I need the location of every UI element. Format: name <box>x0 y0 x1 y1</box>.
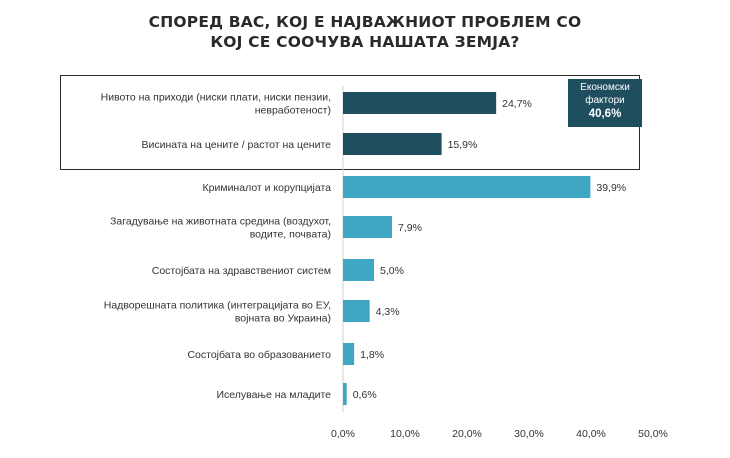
bar-8 <box>343 383 347 405</box>
data-label-1: 24,7% <box>502 98 532 110</box>
category-label-7: Состојбата во образованието <box>187 349 331 361</box>
callout-value: 40,6% <box>588 108 622 120</box>
economic-factors-callout: Економски фактори 40,6% <box>568 79 642 127</box>
bar-4 <box>343 216 392 238</box>
x-tick-label-4: 30,0% <box>514 428 544 440</box>
category-label-4-line-1: Загадување на животната средина (воздухо… <box>110 216 331 228</box>
x-tick-label-1: 0,0% <box>331 428 355 440</box>
data-label-3: 39,9% <box>596 182 626 194</box>
category-label-3: Криминалот и корупцијата <box>203 182 332 194</box>
category-label-8: Иселување на младите <box>216 389 331 401</box>
bar-2 <box>343 133 442 155</box>
bar-1 <box>343 92 497 114</box>
callout-label-line-1: Економски <box>580 82 630 93</box>
data-label-5: 5,0% <box>380 265 404 277</box>
bar-6 <box>343 300 370 322</box>
callout-label-line-2: фактори <box>585 94 625 106</box>
data-label-2: 15,9% <box>448 139 478 151</box>
x-tick-label-5: 40,0% <box>576 428 606 440</box>
bar-5 <box>343 259 374 281</box>
chart-title-line-1: СПОРЕД ВАС, КОЈ Е НАЈВАЖНИОТ ПРОБЛЕМ СО <box>148 13 582 31</box>
bar-3 <box>343 176 591 198</box>
category-label-5: Состојбата на здравствениот систем <box>152 265 331 277</box>
data-label-6: 4,3% <box>376 306 400 318</box>
data-label-8: 0,6% <box>353 389 377 401</box>
x-tick-label-3: 20,0% <box>452 428 482 440</box>
x-tick-label-2: 10,0% <box>390 428 420 440</box>
chart-title: СПОРЕД ВАС, КОЈ Е НАЈВАЖНИОТ ПРОБЛЕМ СО … <box>0 12 730 52</box>
category-label-2: Висината на цените / растот на цените <box>141 139 331 151</box>
bar-7 <box>343 343 355 365</box>
category-label-6-line-2: војната во Украина) <box>235 313 331 325</box>
category-label-6-line-1: Надворешната политика (интеграцијата во … <box>104 300 331 312</box>
chart-title-line-2: КОЈ СЕ СООЧУВА НАШАТА ЗЕМЈА? <box>210 33 520 51</box>
data-label-4: 7,9% <box>398 222 422 234</box>
x-tick-label-6: 50,0% <box>638 428 668 440</box>
category-label-1-line-2: невработеност) <box>255 105 331 117</box>
category-label-1-line-1: Нивото на приходи (ниски плати, ниски пе… <box>101 92 331 104</box>
data-label-7: 1,8% <box>360 349 384 361</box>
category-label-4-line-2: водите, почвата) <box>250 229 331 241</box>
